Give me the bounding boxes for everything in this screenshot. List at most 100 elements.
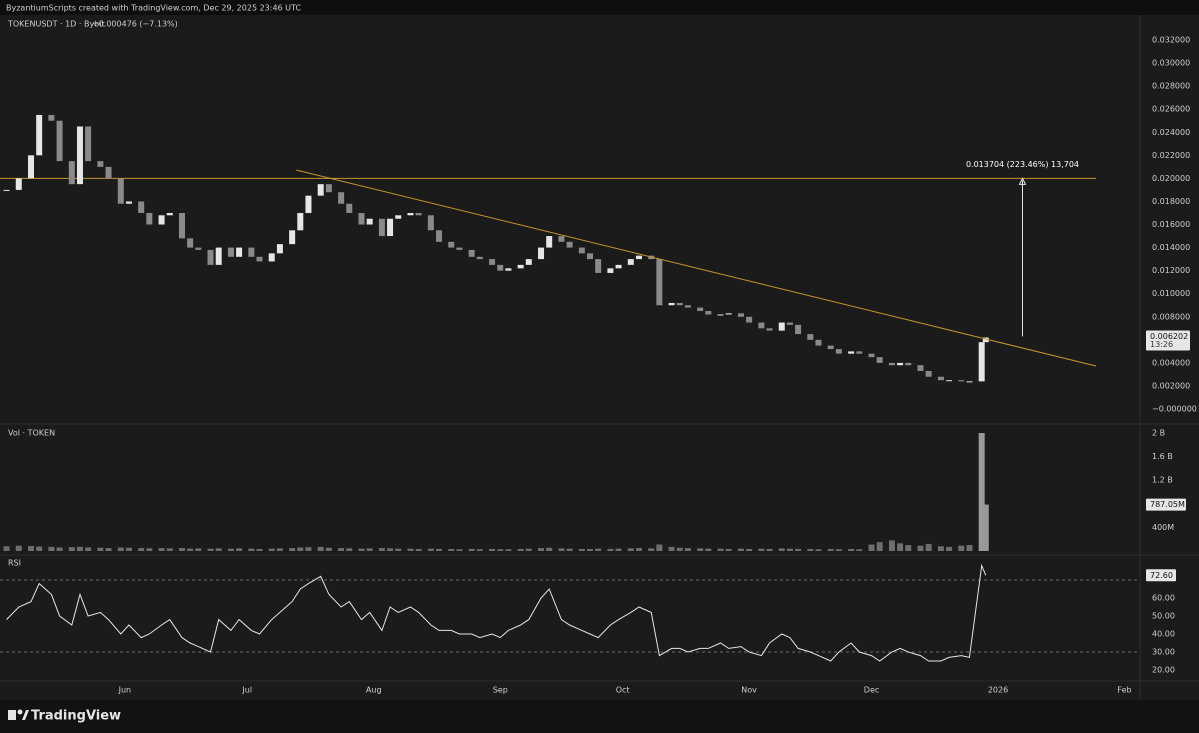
y-tick-label: 1.2 B — [1152, 476, 1173, 485]
volume-bar — [36, 546, 43, 551]
y-tick-label: 0.004000 — [1152, 358, 1190, 367]
candle — [36, 114, 43, 156]
candle — [607, 268, 614, 273]
candle — [746, 316, 753, 323]
volume-bar — [166, 548, 173, 551]
volume-bar — [982, 504, 989, 551]
volume-bar — [158, 548, 165, 551]
volume-bar — [807, 548, 814, 551]
volume-bar — [448, 548, 455, 551]
volume-bar — [366, 548, 373, 551]
volume-bar — [358, 548, 365, 551]
volume-bar — [538, 548, 545, 551]
logo: TradingView — [8, 709, 121, 724]
y-tick-label: 50.00 — [1152, 611, 1175, 620]
candle — [946, 380, 953, 382]
candle — [635, 255, 642, 260]
volume-bar — [268, 548, 275, 551]
candle — [358, 212, 365, 225]
volume-bar — [676, 547, 683, 551]
candle — [888, 362, 895, 366]
y-tick-label: 0.016000 — [1152, 220, 1190, 229]
candle — [178, 212, 185, 239]
candle — [146, 212, 153, 225]
volume-bar — [586, 548, 593, 551]
candle — [737, 313, 744, 317]
candle — [427, 215, 434, 231]
volume-bar — [627, 548, 634, 551]
last-price-box — [1146, 330, 1190, 351]
last-volume-box — [1146, 498, 1186, 511]
measure-arrowhead — [1018, 177, 1027, 185]
volume-bar — [317, 546, 324, 551]
volume-bar — [827, 548, 834, 551]
volume-bar — [566, 548, 573, 551]
y-tick-label: 0.014000 — [1152, 243, 1190, 252]
candle — [436, 230, 443, 242]
volume-bar — [207, 548, 214, 551]
candle — [627, 259, 634, 265]
volume-bar — [476, 549, 483, 551]
candle — [346, 203, 353, 213]
y-tick-label: 0.024000 — [1152, 128, 1190, 137]
candle — [717, 314, 724, 316]
candle — [705, 311, 712, 315]
candle — [937, 376, 944, 381]
volume-bar — [56, 547, 63, 551]
y-tick-label: 20.00 — [1152, 665, 1175, 674]
volume-bar — [85, 547, 92, 551]
volume-bar — [325, 547, 332, 551]
logo-mark — [8, 710, 16, 720]
volume-bar — [468, 548, 475, 551]
volume-bar — [868, 544, 875, 551]
candle — [905, 362, 912, 366]
candle — [3, 189, 10, 191]
candle — [85, 126, 92, 162]
x-tick-label: Sep — [493, 686, 508, 695]
y-tick-label: 0.022000 — [1152, 151, 1190, 160]
last-rsi-box — [1146, 569, 1176, 582]
candle — [215, 247, 222, 265]
y-tick-label: 30.00 — [1152, 647, 1175, 656]
last-price-label: 0.006202 — [1150, 332, 1188, 341]
volume-bar — [905, 545, 912, 551]
candle — [917, 365, 924, 371]
volume-bar — [407, 548, 414, 551]
y-tick-label: 0.008000 — [1152, 312, 1190, 321]
candle — [195, 247, 202, 250]
volume-bar — [276, 548, 283, 551]
price-change: −0.000476 (−7.13%) — [92, 20, 178, 29]
candle — [835, 349, 842, 354]
y-tick-label: 0.002000 — [1152, 381, 1190, 390]
y-tick-label: 0.026000 — [1152, 105, 1190, 114]
candle — [166, 212, 173, 216]
candle — [207, 249, 214, 265]
candle — [305, 195, 312, 213]
x-tick-label: Jun — [118, 686, 132, 695]
y-tick-label: 40.00 — [1152, 629, 1175, 638]
candle — [489, 259, 496, 265]
volume-bar — [578, 548, 585, 551]
candle — [795, 324, 802, 335]
volume-bar — [835, 549, 842, 551]
candle — [387, 218, 394, 237]
y-tick-label: 0.032000 — [1152, 35, 1190, 44]
measure-label: 0.013704 (223.46%) 13,704 — [966, 160, 1079, 169]
candle — [76, 126, 83, 185]
volume-bar — [146, 548, 153, 551]
candle — [236, 247, 243, 257]
volume-bar — [925, 543, 932, 551]
candle — [505, 268, 512, 271]
y-tick-label: 2 B — [1152, 429, 1165, 438]
volume-bar — [117, 547, 124, 551]
candle — [766, 328, 773, 331]
candle — [407, 212, 414, 216]
volume-bar — [697, 548, 704, 551]
y-tick-label: 400M — [1152, 523, 1174, 532]
candle — [97, 161, 104, 167]
volume-bar — [105, 548, 112, 551]
volume-bar — [378, 548, 385, 551]
candle — [476, 256, 483, 260]
candle — [366, 218, 373, 225]
last-volume-label: 787.05M — [1150, 500, 1185, 509]
